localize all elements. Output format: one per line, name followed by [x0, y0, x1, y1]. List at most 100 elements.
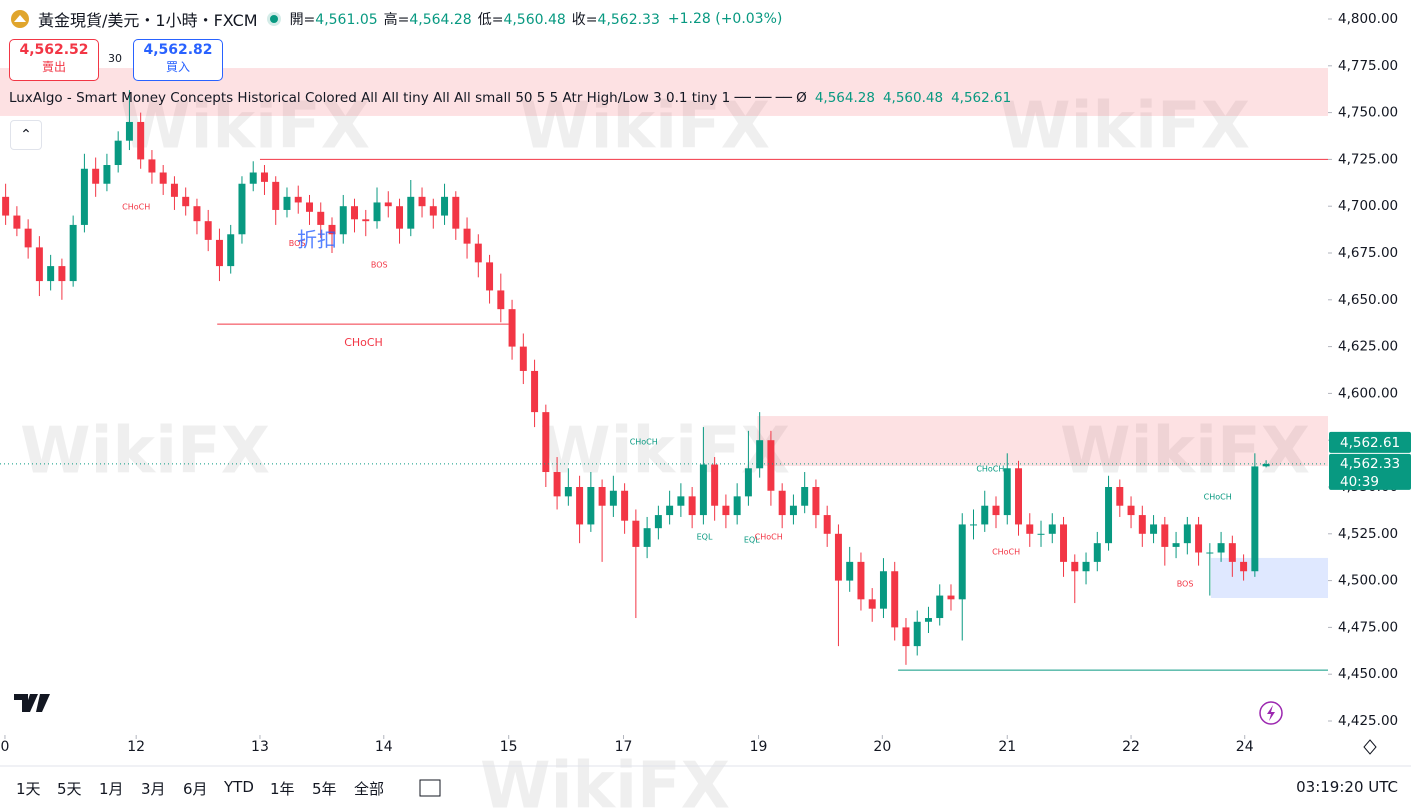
- ohlc: 開=4,561.05 高=4,564.28 低=4,560.48 收=4,562.33: [290, 9, 660, 29]
- candle-body: [1183, 524, 1191, 544]
- structure-label: CHoCH: [344, 336, 383, 349]
- candle-body: [407, 196, 415, 229]
- candle-body: [1026, 524, 1034, 534]
- header: 黃金現貨/美元・1小時・FXCM 開=4,561.05 高=4,564.28 低=4…: [10, 7, 782, 31]
- candle-body: [92, 168, 100, 184]
- x-tick-label: 24: [1236, 739, 1254, 755]
- ohlc-value: 4,562.33: [597, 12, 660, 28]
- candle-body: [834, 533, 842, 581]
- watermark: WikiFX: [120, 90, 370, 164]
- candle-body: [711, 464, 719, 506]
- indicator-legend: LuxAlgo - Smart Money Concepts Historica…: [9, 90, 1011, 106]
- x-tick-label: 19: [750, 739, 768, 755]
- candle-body: [756, 440, 764, 469]
- candle-body: [1240, 561, 1248, 572]
- range-button[interactable]: YTD: [224, 778, 254, 796]
- watermark: WikiFX: [1000, 90, 1250, 164]
- candle-body: [1015, 468, 1022, 525]
- candle-body: [429, 206, 437, 216]
- ohlc-value: 4,560.48: [503, 12, 566, 28]
- candle-body: [1037, 533, 1045, 535]
- candle-body: [328, 224, 336, 235]
- indicator-name[interactable]: LuxAlgo - Smart Money Concepts Historica…: [9, 90, 807, 106]
- range-button[interactable]: 6月: [183, 780, 208, 798]
- candle-body: [823, 515, 831, 534]
- structure-label: CHoCH: [976, 465, 1004, 474]
- candle-body: [148, 159, 156, 173]
- symbol[interactable]: 黃金現貨/美元・1小時・FXCM: [38, 11, 258, 30]
- structure-label: CHoCH: [630, 438, 658, 447]
- collapse-button[interactable]: ⌃: [10, 120, 42, 150]
- spread: 30: [108, 52, 122, 65]
- candle-body: [553, 472, 561, 497]
- range-button[interactable]: 1月: [99, 780, 124, 798]
- candle-body: [1060, 524, 1068, 562]
- range-button[interactable]: 全部: [354, 780, 385, 798]
- compare-icon[interactable]: [419, 779, 441, 797]
- ohlc-label: 高=: [383, 12, 410, 28]
- candle-body: [699, 464, 707, 516]
- zone: [757, 416, 1328, 467]
- sell-button[interactable]: 4,562.52 賣出: [9, 39, 99, 81]
- y-tick-label: 4,475.00: [1338, 619, 1398, 635]
- candle-body: [1048, 524, 1056, 534]
- x-tick-label: 14: [375, 739, 393, 755]
- candle-body: [452, 196, 460, 229]
- candle-body: [767, 440, 775, 491]
- candle-body: [182, 196, 190, 207]
- indicator-value: 4,560.48: [882, 90, 944, 106]
- y-tick-label: 4,750.00: [1338, 105, 1398, 121]
- x-tick-label: 22: [1122, 739, 1140, 755]
- candle-body: [238, 183, 246, 235]
- watermark: WikiFX: [540, 415, 790, 489]
- buy-button[interactable]: 4,562.82 買入: [133, 39, 223, 81]
- range-button[interactable]: 5年: [312, 780, 337, 798]
- range-button[interactable]: 3月: [141, 780, 166, 798]
- candle-body: [1161, 524, 1169, 547]
- buy-label: 買入: [165, 60, 190, 74]
- candle-body: [1127, 505, 1135, 516]
- x-tick-label: 20: [873, 739, 891, 755]
- x-tick-label: 17: [615, 739, 633, 755]
- candle-body: [227, 234, 235, 267]
- zone: [1210, 557, 1328, 599]
- range-button[interactable]: 1天: [16, 780, 41, 798]
- candle-body: [13, 215, 21, 229]
- x-tick-label: 13: [251, 739, 269, 755]
- sell-price: 4,562.52: [19, 42, 89, 58]
- candle-body: [654, 515, 662, 529]
- candle-body: [587, 486, 595, 525]
- candle-body: [846, 561, 854, 581]
- candle-body: [204, 221, 212, 240]
- countdown: 40:39: [1340, 474, 1379, 490]
- candle-body: [508, 309, 516, 347]
- y-tick-label: 4,625.00: [1338, 339, 1398, 355]
- candle-body: [621, 490, 629, 521]
- candle-body: [1206, 552, 1214, 554]
- candle-body: [1150, 524, 1158, 534]
- y-tick-label: 4,700.00: [1338, 198, 1398, 214]
- price-tag-label: 4,562.61: [1340, 435, 1400, 451]
- candle-body: [542, 412, 550, 473]
- candle-body: [215, 239, 223, 267]
- structure-label: CHoCH: [755, 532, 783, 541]
- candle-body: [24, 228, 32, 248]
- x-tick-label: 15: [500, 739, 518, 755]
- candle-body: [576, 486, 584, 525]
- candle-body: [418, 196, 426, 207]
- y-tick-label: 4,500.00: [1338, 573, 1398, 589]
- structure-label: CHoCH: [992, 547, 1020, 556]
- candle-body: [294, 196, 302, 203]
- range-button[interactable]: 5天: [57, 780, 82, 798]
- y-tick-label: 4,600.00: [1338, 385, 1398, 401]
- candle-body: [801, 486, 809, 506]
- candle-body: [193, 206, 201, 222]
- candle-body: [913, 621, 921, 647]
- ohlc-label: 開=: [289, 12, 316, 28]
- candle-body: [1138, 515, 1146, 534]
- watermark: WikiFX: [520, 90, 770, 164]
- lightning-icon: [1267, 705, 1275, 721]
- range-button[interactable]: 1年: [270, 780, 295, 798]
- candle-body: [970, 524, 977, 526]
- lightning-button[interactable]: [1259, 701, 1283, 725]
